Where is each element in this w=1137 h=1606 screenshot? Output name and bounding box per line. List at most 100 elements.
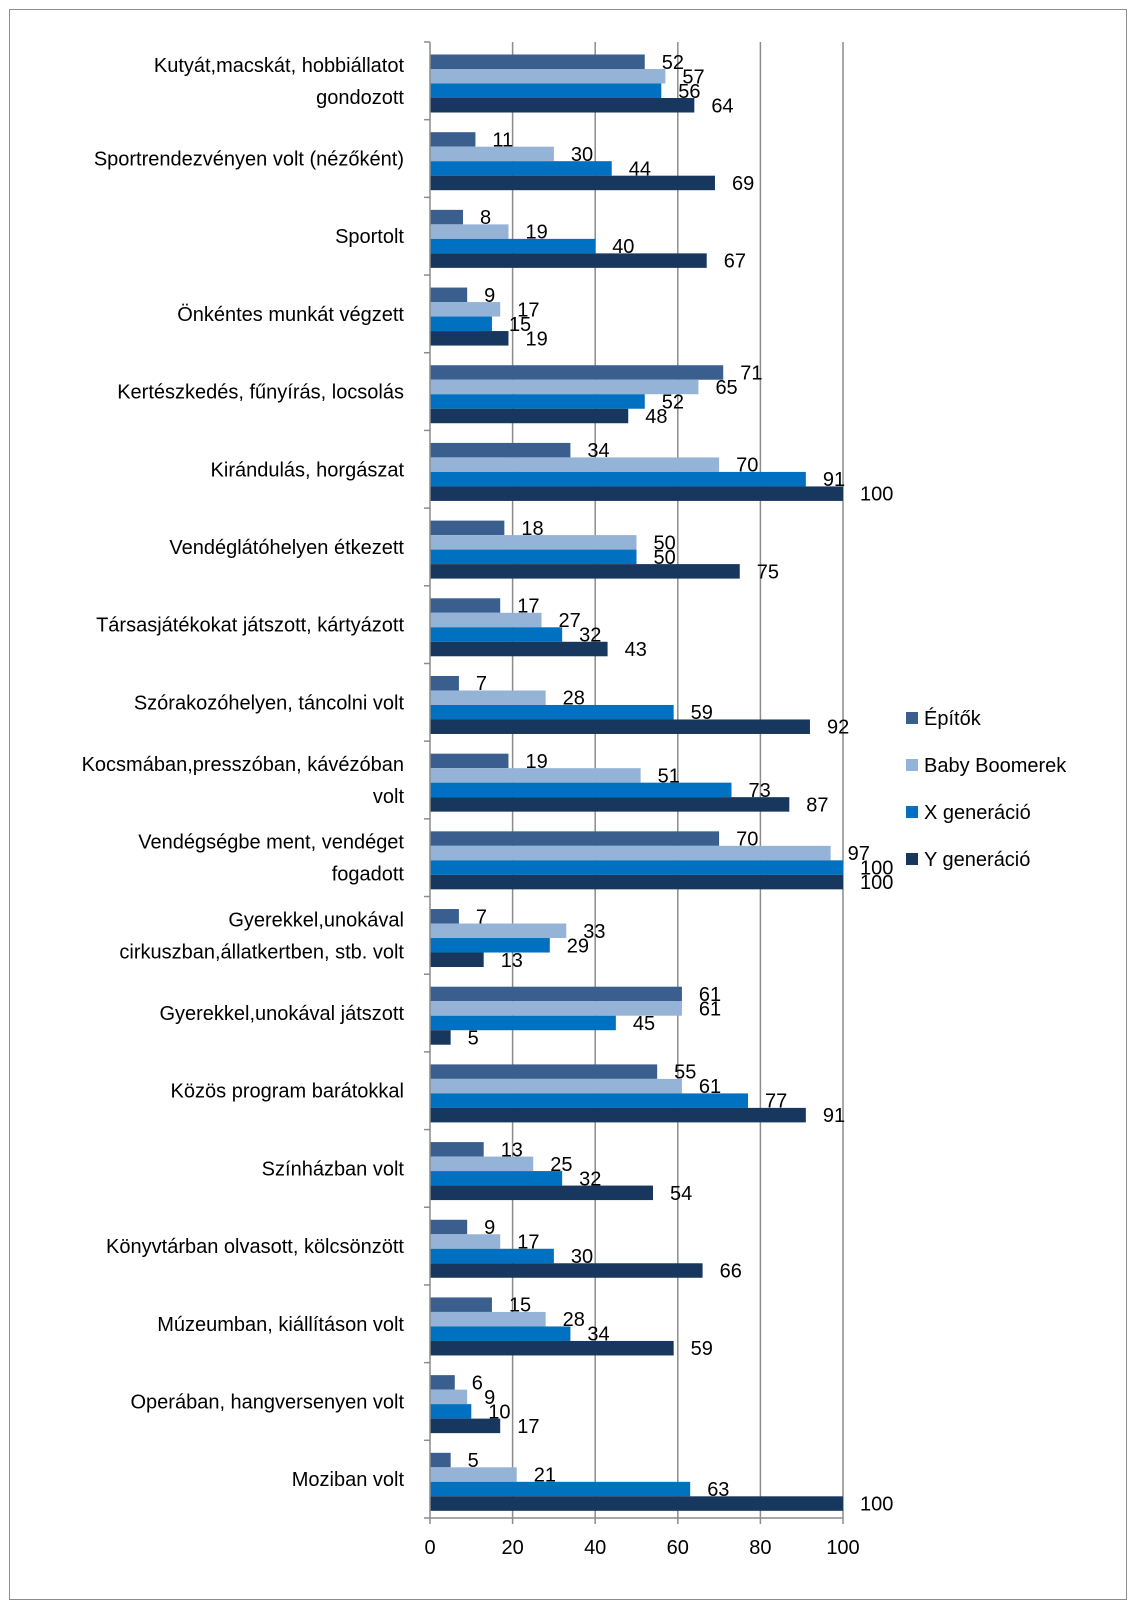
category-label: Sportolt bbox=[335, 226, 404, 248]
bar bbox=[430, 132, 476, 147]
data-label: 87 bbox=[806, 794, 828, 816]
data-label: 29 bbox=[567, 935, 589, 957]
bar bbox=[430, 782, 732, 798]
bar bbox=[430, 704, 674, 720]
data-label: 61 bbox=[699, 1076, 721, 1098]
data-label: 50 bbox=[654, 547, 676, 569]
data-label: 97 bbox=[848, 843, 870, 865]
bar bbox=[430, 287, 468, 303]
data-label: 65 bbox=[715, 377, 737, 399]
category-label: Könyvtárban olvasott, kölcsönzött bbox=[106, 1236, 404, 1258]
category-label: Gyerekkel,unokával bbox=[228, 909, 404, 931]
bar bbox=[430, 457, 720, 472]
bar bbox=[430, 986, 682, 1002]
data-label: 17 bbox=[517, 1232, 539, 1254]
data-label: 44 bbox=[629, 158, 651, 180]
bar bbox=[430, 486, 843, 501]
data-label: 63 bbox=[707, 1479, 729, 1501]
data-label: 13 bbox=[501, 1139, 523, 1161]
bar bbox=[430, 860, 843, 875]
data-label: 73 bbox=[748, 780, 770, 802]
data-label: 57 bbox=[682, 66, 704, 88]
bar bbox=[430, 549, 637, 565]
bar bbox=[430, 98, 695, 113]
data-label: 59 bbox=[691, 702, 713, 724]
x-tick-label: 40 bbox=[584, 1537, 606, 1559]
bar bbox=[430, 520, 505, 536]
data-label: 33 bbox=[583, 921, 605, 943]
bar bbox=[430, 1375, 455, 1390]
category-label: Múzeumban, kiállításon volt bbox=[157, 1314, 404, 1336]
bar bbox=[430, 612, 542, 628]
bars bbox=[430, 54, 843, 1511]
category-label: Önkéntes munkát végzett bbox=[177, 304, 404, 326]
bar bbox=[430, 1015, 616, 1031]
category-label: Szórakozóhelyen, táncolni volt bbox=[134, 692, 405, 714]
data-label: 9 bbox=[484, 285, 495, 307]
data-label: 28 bbox=[563, 1309, 585, 1331]
data-label: 30 bbox=[571, 1246, 593, 1268]
bar bbox=[430, 1001, 682, 1016]
data-label: 6 bbox=[472, 1372, 483, 1394]
data-label: 52 bbox=[662, 391, 684, 413]
bar bbox=[430, 1481, 691, 1497]
data-label: 56 bbox=[678, 81, 700, 103]
bar bbox=[430, 938, 550, 953]
category-label: volt bbox=[373, 786, 405, 808]
bar bbox=[430, 719, 810, 734]
category-label: Társasjátékokat játszott, kártyázott bbox=[96, 615, 404, 637]
category-label: fogadott bbox=[332, 864, 405, 886]
data-label: 70 bbox=[736, 455, 758, 477]
bar bbox=[430, 1107, 806, 1123]
bar bbox=[430, 209, 464, 225]
category-label: Vendégségbe ment, vendéget bbox=[138, 832, 404, 854]
bar bbox=[430, 146, 554, 162]
category-label: Közös program barátokkal bbox=[171, 1081, 404, 1103]
data-label: 10 bbox=[488, 1401, 510, 1423]
data-label: 30 bbox=[571, 144, 593, 166]
bar bbox=[430, 408, 629, 424]
data-labels: 5257566411304469819406791715197165524834… bbox=[468, 52, 894, 1516]
bar bbox=[430, 1418, 501, 1434]
bar bbox=[430, 675, 459, 691]
bar bbox=[430, 909, 459, 924]
category-label: Kocsmában,presszóban, kávézóban bbox=[82, 754, 404, 776]
data-label: 40 bbox=[612, 236, 634, 258]
category-label: Kutyát,macskát, hobbiállatot bbox=[154, 55, 405, 77]
data-label: 100 bbox=[860, 858, 893, 880]
bar bbox=[430, 1389, 468, 1405]
data-label: 51 bbox=[658, 765, 680, 787]
data-label: 25 bbox=[550, 1154, 572, 1176]
axes: 0 20 40 60 80 100 bbox=[424, 41, 860, 1559]
category-label: cirkuszban,állatkertben, stb. volt bbox=[119, 941, 404, 963]
data-label: 11 bbox=[492, 129, 513, 151]
bar bbox=[430, 1248, 554, 1264]
bar bbox=[430, 768, 641, 783]
bar bbox=[430, 54, 645, 69]
data-label: 32 bbox=[579, 625, 601, 647]
data-label: 75 bbox=[757, 561, 779, 583]
bar bbox=[430, 874, 843, 890]
data-label: 21 bbox=[534, 1465, 556, 1487]
bar bbox=[430, 845, 831, 861]
bar bbox=[430, 535, 637, 550]
data-label: 17 bbox=[517, 1416, 539, 1438]
bar bbox=[430, 1326, 571, 1341]
bar bbox=[430, 316, 492, 332]
data-label: 15 bbox=[509, 314, 531, 336]
data-label: 77 bbox=[765, 1091, 787, 1113]
data-label: 28 bbox=[563, 688, 585, 710]
data-label: 17 bbox=[517, 299, 539, 321]
data-label: 67 bbox=[724, 251, 746, 273]
bar bbox=[430, 753, 509, 769]
category-label: Operában, hangversenyen volt bbox=[130, 1391, 404, 1413]
x-tick-label: 20 bbox=[501, 1537, 523, 1559]
x-tick-label: 100 bbox=[826, 1537, 859, 1559]
bar bbox=[430, 442, 571, 458]
bar bbox=[430, 1156, 534, 1172]
legend-label: Építők bbox=[924, 707, 982, 730]
bar bbox=[430, 224, 509, 239]
x-tick-label: 60 bbox=[667, 1537, 689, 1559]
